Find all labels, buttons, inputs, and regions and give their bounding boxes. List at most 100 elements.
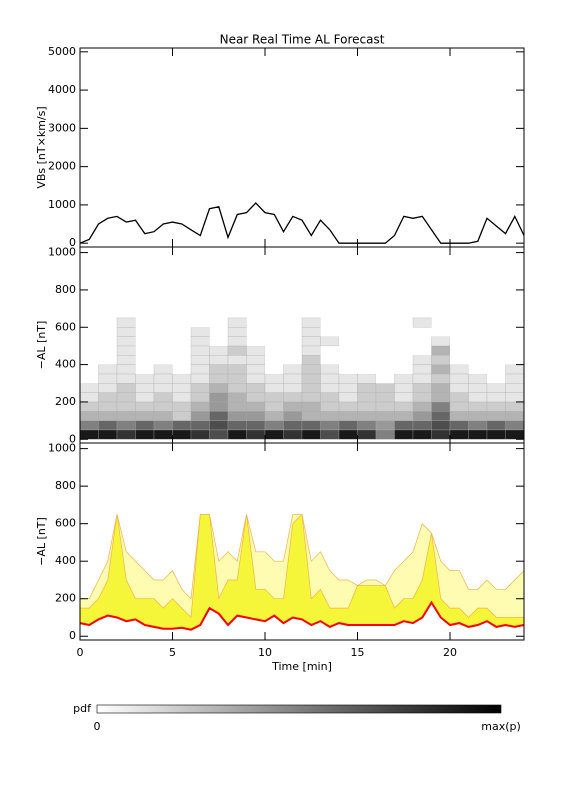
pdf-cell	[301, 355, 321, 365]
pdf-cell	[301, 401, 321, 412]
pdf-cell	[246, 429, 266, 440]
pdf-cell	[338, 401, 358, 412]
pdf-cell	[394, 392, 414, 403]
pdf-cell	[394, 401, 414, 412]
pdf-cell	[339, 355, 358, 365]
pdf-cell	[283, 373, 303, 384]
pdf-cell	[431, 336, 451, 347]
pdf-cell	[116, 420, 136, 431]
pdf-cell	[227, 392, 247, 403]
pdf-cell	[487, 345, 506, 356]
x-tick-label: 0	[77, 646, 84, 659]
pdf-cell	[98, 401, 118, 412]
pdf-cell	[505, 420, 525, 431]
pdf-cell	[283, 336, 302, 346]
pdf-cell	[116, 336, 136, 347]
pdf-cell	[265, 345, 284, 356]
pdf-cell	[283, 355, 302, 365]
pdf-cell	[320, 411, 340, 421]
y-tick-label: 1000	[48, 246, 76, 259]
pdf-cell	[468, 317, 487, 328]
pdf-cell	[376, 355, 395, 365]
pdf-cell	[246, 364, 266, 375]
pdf-cell	[505, 317, 524, 328]
pdf-cell	[376, 364, 395, 374]
pdf-cell	[413, 336, 432, 346]
pdf-cell	[283, 401, 303, 412]
pdf-cell	[357, 317, 376, 328]
colorbar-min: 0	[94, 720, 101, 733]
pdf-cell	[450, 355, 469, 365]
pdf-cell	[172, 317, 191, 328]
pdf-cell	[264, 392, 284, 403]
pdf-cell	[486, 392, 506, 403]
pdf-cell	[190, 373, 210, 384]
pdf-cell	[431, 345, 451, 356]
pdf-cell	[283, 429, 303, 440]
pdf-cell	[412, 373, 432, 384]
pdf-cell	[227, 383, 247, 393]
pdf-cell	[172, 373, 192, 384]
pdf-cell	[98, 373, 118, 384]
pdf-cell	[264, 401, 284, 412]
band-edge	[80, 513, 524, 619]
pdf-cell	[505, 364, 525, 375]
pdf-cell	[172, 429, 192, 440]
colorbar	[96, 704, 502, 714]
pdf-cell	[468, 364, 487, 374]
pdf-cell	[190, 392, 210, 403]
pdf-cell	[357, 327, 376, 337]
pdf-cell	[357, 336, 376, 346]
pdf-cell	[172, 392, 192, 403]
pdf-cell	[320, 336, 340, 347]
pdf-cell	[338, 420, 358, 431]
pdf-cell	[357, 392, 377, 403]
pdf-cell	[265, 364, 284, 374]
y-tick-label: 5000	[48, 45, 76, 58]
y-tick-label: 0	[69, 432, 76, 445]
y-tick-label: 4000	[48, 83, 76, 96]
pdf-cell	[339, 364, 358, 374]
pdf-cell	[246, 373, 266, 384]
pdf-cell	[172, 336, 191, 346]
pdf-cell	[338, 429, 358, 440]
pdf-cell	[320, 317, 339, 328]
pdf-cell	[135, 355, 154, 365]
y-tick-label: 800	[55, 479, 76, 492]
pdf-cell	[431, 429, 451, 440]
pdf-cell	[450, 345, 469, 356]
pdf-cell	[246, 383, 266, 393]
pdf-cell	[209, 327, 228, 337]
y-tick-label: 200	[55, 395, 76, 408]
pdf-cell	[283, 317, 302, 328]
pdf-cell	[227, 364, 247, 375]
pdf-cell	[375, 429, 395, 440]
pdf-cell	[431, 392, 451, 403]
pdf-cell	[153, 383, 173, 393]
pdf-cell	[227, 327, 247, 337]
pdf-cell	[338, 383, 358, 393]
pdf-cell	[376, 317, 395, 328]
pdf-cell	[468, 336, 487, 346]
pdf-cell	[116, 373, 136, 384]
pdf-cell	[227, 373, 247, 384]
pdf-cell	[394, 317, 413, 328]
pdf-cell	[154, 327, 173, 337]
y-axis-label: VBs [nT×km/s]	[35, 106, 48, 188]
pdf-cell	[375, 401, 395, 412]
pdf-cell	[357, 373, 377, 384]
pdf-cell	[505, 336, 524, 346]
y-tick-label: 400	[55, 554, 76, 567]
pdf-cell	[394, 345, 413, 356]
pdf-cell	[412, 355, 432, 365]
pdf-cell	[487, 355, 506, 365]
pdf-cell	[486, 411, 506, 421]
pdf-cell	[116, 383, 136, 393]
band-fill	[80, 514, 524, 630]
y-tick-label: 800	[55, 283, 76, 296]
pdf-cell	[339, 317, 358, 328]
pdf-cell	[153, 373, 173, 384]
pdf-cell	[301, 364, 321, 375]
pdf-cell	[153, 392, 173, 403]
